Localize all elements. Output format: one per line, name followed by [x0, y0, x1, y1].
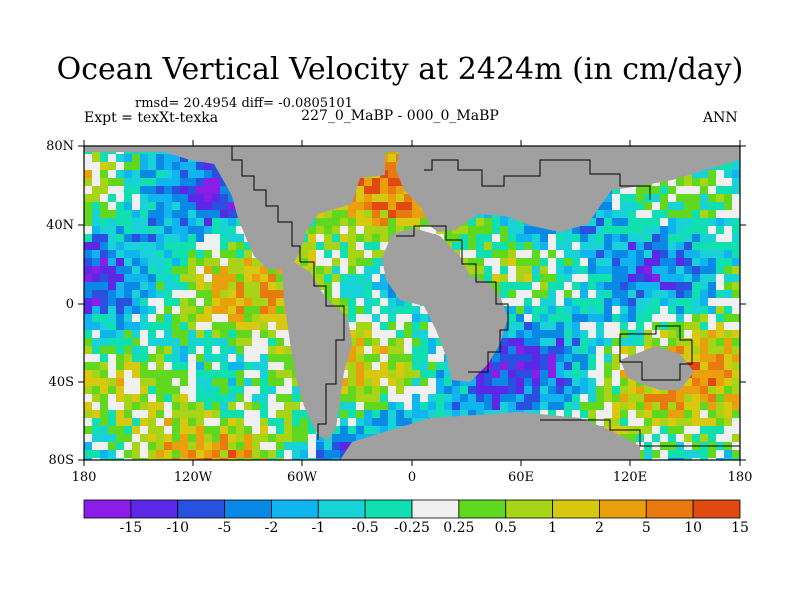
lat-label-80n: 80N	[46, 139, 74, 154]
colorbar-swatch	[83, 499, 132, 519]
comparison-label: 227_0_MaBP - 000_0_MaBP	[301, 108, 499, 124]
land-mask	[84, 146, 740, 460]
colorbar-label: 15	[731, 520, 749, 536]
colorbar	[83, 499, 741, 519]
colorbar-label: 5	[642, 520, 651, 536]
coastline-outline	[231, 146, 740, 447]
colorbar-swatch	[505, 499, 553, 519]
coastline-3	[424, 159, 651, 200]
colorbar-swatch	[692, 499, 741, 519]
coastline-1	[231, 146, 301, 262]
latitude-labels: 80N 40N 0 40S 80S	[46, 139, 74, 468]
season-label: ANN	[703, 110, 738, 126]
lon-label-60e: 60E	[508, 470, 534, 485]
colorbar-swatch	[271, 499, 319, 519]
stats-text: rmsd= 20.4954 diff= -0.0805101	[135, 96, 353, 111]
colorbar-label: -10	[166, 520, 189, 536]
land-area-5	[396, 146, 740, 232]
colorbar-label: -2	[265, 520, 279, 536]
lon-label-60w: 60W	[287, 470, 318, 485]
coastline-6	[540, 419, 740, 447]
colorbar-labels: -15 -10 -5 -2 -1 -0.5 -0.25 0.25 0.5 1 2 5 10 15	[120, 520, 749, 536]
lon-label-120e: 120E	[613, 470, 647, 485]
colorbar-label: -0.25	[394, 520, 430, 536]
lat-label-40n: 40N	[46, 218, 74, 233]
colorbar-label: -1	[311, 520, 325, 536]
colorbar-label: 2	[595, 520, 604, 536]
colorbar-swatch	[364, 499, 413, 519]
colorbar-label: 0.5	[495, 520, 517, 536]
colorbar-swatch	[130, 499, 179, 519]
lat-label-40s: 40S	[49, 375, 74, 390]
colorbar-label: 1	[548, 520, 557, 536]
colorbar-swatch	[645, 499, 694, 519]
coastline-5	[619, 325, 693, 381]
land-area-2	[158, 146, 385, 270]
map-title: Ocean Vertical Velocity at 2424m (in cm/…	[56, 52, 744, 87]
lat-label-0: 0	[66, 297, 74, 312]
colorbar-swatch	[552, 499, 600, 519]
axis-ticks	[78, 140, 746, 466]
colorbar-label: -0.5	[352, 520, 379, 536]
lon-label-180w: 180	[72, 470, 97, 485]
land-area-8	[620, 346, 694, 390]
lon-label-180e: 180	[728, 470, 753, 485]
colorbar-swatch	[458, 499, 507, 519]
colorbar-swatch	[411, 499, 460, 519]
land-area-6	[382, 228, 508, 382]
lon-label-120w: 120W	[174, 470, 213, 485]
coastline-2	[300, 261, 345, 440]
colorbar-swatch	[599, 499, 647, 519]
longitude-labels: 180 120W 60W 0 60E 120E 180	[72, 470, 753, 485]
lon-label-0: 0	[408, 470, 416, 485]
lat-label-80s: 80S	[49, 453, 74, 468]
colorbar-swatch	[177, 499, 225, 519]
colorbar-label: 10	[684, 520, 702, 536]
coastline-4	[396, 225, 509, 373]
colorbar-label: 0.25	[443, 520, 474, 536]
colorbar-label: -15	[120, 520, 143, 536]
colorbar-swatch	[224, 499, 272, 519]
colorbar-swatch	[317, 499, 366, 519]
land-area-4	[306, 148, 386, 174]
colorbar-label: -5	[218, 520, 232, 536]
experiment-label: Expt = texXt-texka	[84, 110, 219, 126]
land-area-7	[340, 412, 640, 460]
